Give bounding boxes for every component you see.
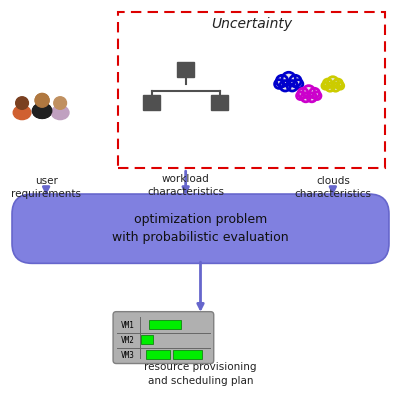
Text: VM1: VM1 [120,321,134,330]
Ellipse shape [32,103,52,118]
Circle shape [287,80,298,91]
Circle shape [303,86,314,97]
Text: clouds
characteristics: clouds characteristics [294,176,371,200]
Text: workload
characteristics: workload characteristics [147,174,224,198]
Ellipse shape [32,103,52,118]
Circle shape [294,80,303,88]
Circle shape [275,80,284,88]
Circle shape [328,77,338,87]
Circle shape [310,88,320,98]
Bar [141,335,153,344]
Circle shape [35,93,49,107]
Ellipse shape [51,106,69,120]
Bar [173,350,202,359]
Text: VM2: VM2 [120,336,134,345]
Circle shape [280,80,290,91]
FancyBboxPatch shape [113,312,214,364]
Circle shape [322,82,329,89]
Circle shape [334,79,342,88]
Circle shape [323,79,332,88]
Circle shape [326,83,334,91]
Bar [143,95,160,110]
Bar [149,320,181,329]
Text: optimization problem
with probabilistic evaluation: optimization problem with probabilistic … [112,213,289,244]
Circle shape [307,93,316,102]
Bar [146,350,170,359]
Circle shape [332,83,340,91]
Text: resource provisioning
and scheduling plan: resource provisioning and scheduling pla… [144,362,257,386]
Text: user
requirements: user requirements [11,176,81,200]
FancyBboxPatch shape [12,194,389,263]
Circle shape [290,75,301,87]
Circle shape [313,92,321,99]
Ellipse shape [13,106,31,120]
Circle shape [298,88,308,98]
Bar [211,95,228,110]
Circle shape [276,75,288,87]
Circle shape [16,97,28,109]
Text: VM3: VM3 [120,351,134,360]
Circle shape [337,82,344,89]
Circle shape [35,93,49,107]
Circle shape [301,93,310,102]
Circle shape [54,97,67,109]
Circle shape [297,92,304,99]
Text: Uncertainty: Uncertainty [211,17,292,30]
Circle shape [282,72,295,86]
Bar [177,62,194,77]
